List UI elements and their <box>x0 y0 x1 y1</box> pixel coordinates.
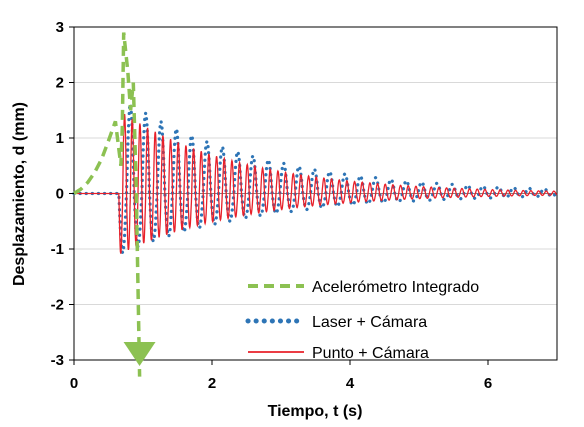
series-laser-camara <box>72 103 559 258</box>
series-acelerometro-integrado <box>73 32 142 377</box>
y-tick-label-5: -2 <box>51 297 64 314</box>
x-tick-label-3: 6 <box>484 375 492 392</box>
y-axis-ticks: 3 2 1 0 -1 -2 -3 <box>51 19 74 369</box>
x-tick-label-2: 4 <box>346 375 355 392</box>
legend: Acelerómetro Integrado Laser + Cámara Pu… <box>245 279 479 362</box>
y-tick-label-1: 2 <box>56 75 64 92</box>
legend-label-laser: Laser + Cámara <box>312 314 427 331</box>
x-tick-label-0: 0 <box>70 375 78 392</box>
y-tick-label-0: 3 <box>56 19 64 36</box>
y-tick-label-4: -1 <box>51 241 64 258</box>
x-axis-ticks: 0 2 4 6 <box>70 360 492 392</box>
grid-lines <box>74 82 557 305</box>
legend-label-acelerometro: Acelerómetro Integrado <box>312 279 479 296</box>
series-punto-camara <box>74 114 558 254</box>
x-tick-label-1: 2 <box>208 375 216 392</box>
legend-label-punto: Punto + Cámara <box>312 345 429 362</box>
x-axis-title: Tiempo, t (s) <box>268 403 363 420</box>
y-tick-label-2: 1 <box>56 130 64 147</box>
acelerometro-arrowhead <box>123 342 156 366</box>
series-layer <box>72 32 559 377</box>
y-axis-title: Desplazamiento, d (mm) <box>11 102 28 286</box>
y-tick-label-3: 0 <box>56 186 64 203</box>
y-tick-label-6: -3 <box>51 352 64 369</box>
